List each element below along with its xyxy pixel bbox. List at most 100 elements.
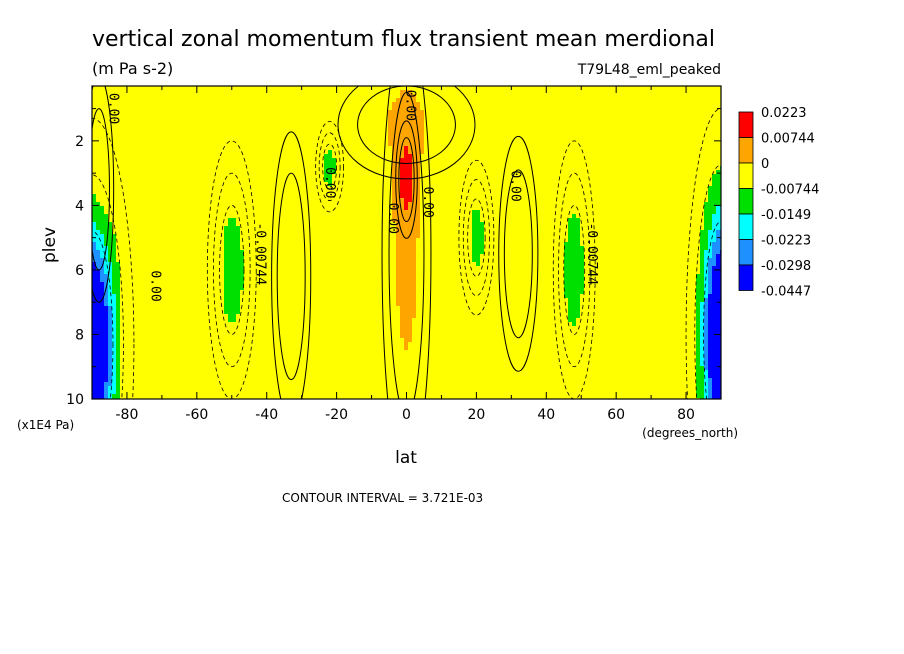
field-cell	[104, 146, 109, 151]
field-cell	[268, 150, 273, 155]
field-cell	[476, 186, 481, 191]
field-cell	[472, 186, 477, 191]
field-cell	[140, 154, 145, 159]
field-cell	[300, 122, 305, 127]
field-cell	[380, 126, 385, 131]
field-cell	[332, 186, 337, 191]
field-cell	[372, 178, 377, 183]
field-cell	[564, 142, 569, 147]
field-cell	[284, 114, 289, 119]
field-cell	[540, 98, 545, 103]
field-cell	[212, 170, 217, 175]
field-cell	[272, 174, 277, 179]
field-cell	[484, 206, 489, 211]
field-cell	[152, 170, 157, 175]
field-cell	[340, 170, 345, 175]
field-cell	[700, 106, 705, 111]
field-cell	[216, 154, 221, 159]
field-cell	[404, 190, 409, 195]
field-cell	[676, 174, 681, 179]
field-cell	[168, 150, 173, 155]
field-cell	[484, 122, 489, 127]
field-cell	[236, 138, 241, 143]
field-cell	[692, 198, 697, 203]
field-cell	[424, 146, 429, 151]
field-cell	[292, 142, 297, 147]
field-cell	[240, 158, 245, 163]
field-cell	[468, 134, 473, 139]
field-cell	[596, 166, 601, 171]
field-cell	[396, 146, 401, 151]
field-cell	[700, 146, 705, 151]
field-cell	[364, 110, 369, 115]
field-cell	[168, 98, 173, 103]
field-cell	[412, 142, 417, 147]
field-cell	[124, 158, 129, 163]
field-cell	[276, 154, 281, 159]
field-cell	[376, 138, 381, 143]
field-cell	[140, 118, 145, 123]
field-cell	[352, 210, 357, 215]
field-cell	[132, 126, 137, 131]
field-cell	[436, 126, 441, 131]
field-cell	[660, 162, 665, 167]
field-cell	[324, 198, 329, 203]
field-cell	[576, 202, 581, 207]
field-cell	[308, 170, 313, 175]
field-cell	[296, 190, 301, 195]
field-cell	[460, 138, 465, 143]
field-cell	[420, 166, 425, 171]
field-cell	[560, 90, 565, 95]
field-cell	[524, 122, 529, 127]
field-cell	[116, 94, 121, 99]
field-cell	[568, 134, 573, 139]
field-cell	[552, 90, 557, 95]
field-cell	[520, 158, 525, 163]
field-cell	[672, 186, 677, 191]
field-cell	[512, 114, 517, 119]
field-cell	[252, 114, 257, 119]
field-cell	[96, 154, 101, 159]
field-cell	[408, 114, 413, 119]
field-cell	[500, 198, 505, 203]
field-cell	[232, 150, 237, 155]
field-cell	[152, 198, 157, 203]
field-cell	[328, 158, 333, 163]
field-cell	[176, 142, 181, 147]
field-cell	[400, 90, 405, 95]
field-cell	[600, 130, 605, 135]
field-cell	[692, 110, 697, 115]
field-cell	[104, 206, 109, 211]
field-cell	[452, 154, 457, 159]
field-cell	[520, 98, 525, 103]
field-cell	[512, 174, 517, 179]
field-cell	[312, 202, 317, 207]
field-cell	[212, 122, 217, 127]
field-cell	[152, 206, 157, 211]
field-cell	[360, 102, 365, 107]
field-cell	[228, 138, 233, 143]
field-cell	[288, 186, 293, 191]
field-cell	[436, 162, 441, 167]
field-cell	[664, 154, 669, 159]
field-cell	[564, 110, 569, 115]
field-cell	[708, 110, 713, 115]
field-cell	[552, 106, 557, 111]
field-cell	[668, 90, 673, 95]
field-cell	[228, 186, 233, 191]
field-cell	[660, 190, 665, 195]
field-cell	[212, 106, 217, 111]
field-cell	[164, 154, 169, 159]
field-cell	[308, 174, 313, 179]
field-cell	[524, 102, 529, 107]
field-cell	[580, 114, 585, 119]
field-cell	[668, 134, 673, 139]
field-cell	[644, 142, 649, 147]
field-cell	[664, 198, 669, 203]
field-cell	[508, 114, 513, 119]
field-cell	[652, 150, 657, 155]
field-cell	[200, 198, 205, 203]
field-cell	[448, 126, 453, 131]
field-cell	[276, 134, 281, 139]
field-cell	[704, 90, 709, 95]
